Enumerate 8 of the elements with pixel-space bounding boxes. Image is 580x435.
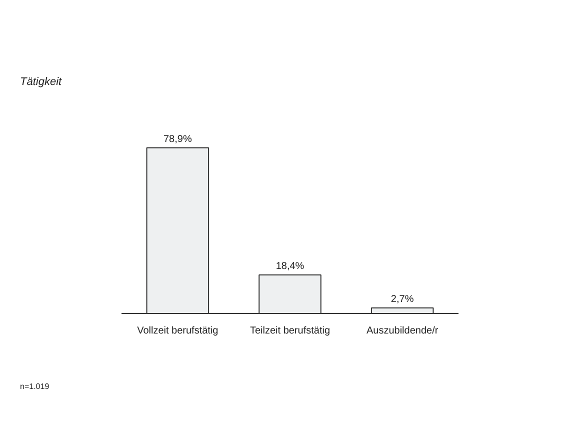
data-label: 18,4% [276, 260, 304, 272]
x-tick-label: Auszubildende/r [366, 326, 439, 336]
data-label: 78,9% [163, 134, 192, 145]
data-label: 2,7% [390, 294, 414, 305]
text: n=1.019 [20, 381, 50, 392]
chart-title: Tätigkeit [20, 75, 62, 90]
x-tick-label: Teilzeit berufstätig [250, 326, 330, 336]
x-tick-label: Vollzeit berufstätig [137, 326, 218, 336]
